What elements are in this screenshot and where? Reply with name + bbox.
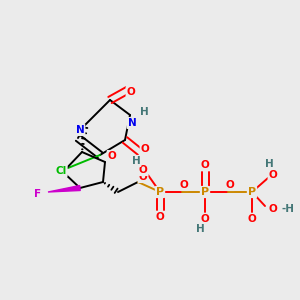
Text: P: P bbox=[248, 187, 256, 197]
Polygon shape bbox=[48, 185, 80, 192]
Text: O: O bbox=[248, 214, 256, 224]
Text: O: O bbox=[156, 212, 164, 222]
Text: O: O bbox=[180, 180, 188, 190]
Text: O: O bbox=[141, 144, 149, 154]
Text: H: H bbox=[196, 224, 204, 234]
Text: P: P bbox=[156, 187, 164, 197]
Text: -H: -H bbox=[282, 204, 295, 214]
Text: O: O bbox=[268, 170, 278, 180]
Text: O: O bbox=[108, 151, 116, 161]
Text: H: H bbox=[265, 159, 273, 169]
Text: O: O bbox=[127, 87, 135, 97]
Text: N: N bbox=[128, 118, 136, 128]
Text: H: H bbox=[132, 156, 140, 166]
Text: O: O bbox=[139, 172, 147, 182]
Text: H: H bbox=[140, 107, 148, 117]
Text: N: N bbox=[76, 125, 84, 135]
Text: O: O bbox=[201, 160, 209, 170]
Text: P: P bbox=[201, 187, 209, 197]
Text: O: O bbox=[201, 214, 209, 224]
Text: O: O bbox=[226, 180, 234, 190]
Text: F: F bbox=[34, 189, 42, 199]
Text: O: O bbox=[268, 204, 278, 214]
Text: O: O bbox=[139, 165, 147, 175]
Text: Cl: Cl bbox=[56, 166, 67, 176]
